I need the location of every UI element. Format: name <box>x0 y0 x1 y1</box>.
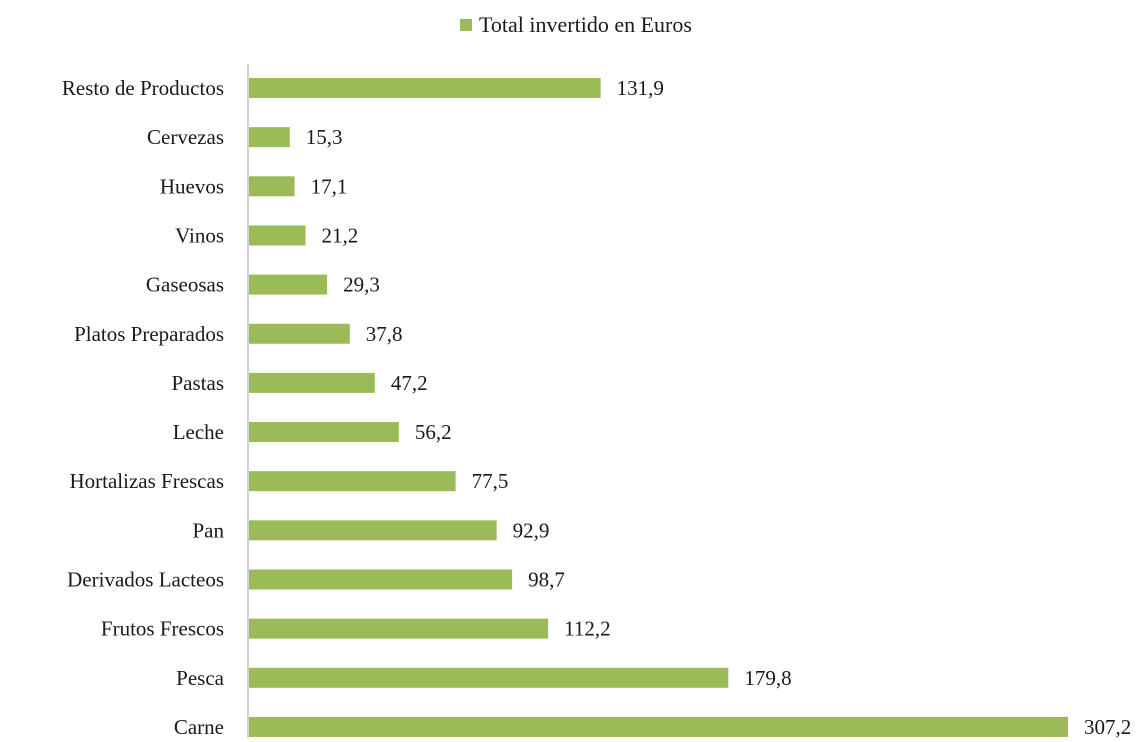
value-label: 56,2 <box>415 420 452 444</box>
category-label: Derivados Lacteos <box>67 568 224 592</box>
category-label: Hortalizas Frescas <box>69 469 224 493</box>
value-label: 92,9 <box>513 518 550 542</box>
bar <box>249 274 328 295</box>
value-label: 47,2 <box>391 371 428 395</box>
category-label: Huevos <box>160 174 224 198</box>
bar <box>249 78 601 98</box>
bar <box>249 569 513 590</box>
bar <box>249 422 399 443</box>
bar <box>249 372 375 393</box>
legend-label: Total invertido en Euros <box>479 12 692 37</box>
category-label: Pan <box>193 518 225 542</box>
value-label: 21,2 <box>322 223 359 247</box>
category-label: Gaseosas <box>146 273 224 297</box>
chart-legend: Total invertido en Euros <box>460 10 692 40</box>
category-labels-group: Resto de Productos Cervezas Huevos Vinos Gas… <box>62 76 225 739</box>
bars-group <box>249 78 1068 737</box>
value-label: 17,1 <box>311 174 348 198</box>
value-label: 112,2 <box>564 617 610 641</box>
value-labels-group: 131,9 15,3 17,1 21,2 29,3 37,8 47,2 56,2 77,5 92,… <box>306 76 1131 739</box>
value-label: 179,8 <box>744 666 791 690</box>
category-label: Cervezas <box>147 125 224 149</box>
category-label: Pesca <box>176 666 224 690</box>
value-label: 98,7 <box>528 568 565 592</box>
bar <box>249 323 350 344</box>
value-label: 307,2 <box>1084 715 1131 739</box>
bar <box>249 667 729 688</box>
bar <box>249 716 1068 737</box>
category-label: Platos Preparados <box>74 322 224 346</box>
bar <box>249 225 306 246</box>
category-label: Frutos Frescos <box>101 617 224 641</box>
category-label: Pastas <box>172 371 225 395</box>
value-label: 29,3 <box>343 273 380 297</box>
category-label: Vinos <box>175 223 224 247</box>
bar <box>249 520 497 541</box>
legend-swatch <box>460 19 472 31</box>
value-label: 15,3 <box>306 125 343 149</box>
value-label: 37,8 <box>366 322 403 346</box>
bar <box>249 618 549 639</box>
value-label: 77,5 <box>472 469 509 493</box>
category-label: Carne <box>174 715 224 739</box>
category-label: Leche <box>173 420 224 444</box>
category-label: Resto de Productos <box>62 76 224 100</box>
bar <box>249 127 290 148</box>
bar <box>249 176 295 197</box>
value-label: 131,9 <box>617 76 664 100</box>
bar <box>249 471 456 492</box>
